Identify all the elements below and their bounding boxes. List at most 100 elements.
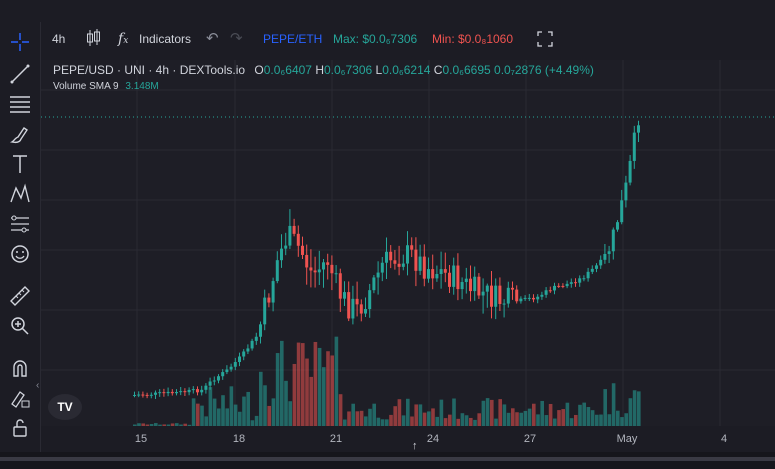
volume-label[interactable]: Volume SMA 9 bbox=[53, 81, 119, 92]
volume-bar bbox=[439, 399, 444, 426]
candle-body bbox=[574, 282, 577, 284]
candle-body bbox=[200, 389, 204, 393]
fullscreen-icon[interactable] bbox=[537, 28, 553, 50]
candle-body bbox=[246, 348, 250, 352]
fib-icon[interactable] bbox=[8, 92, 32, 116]
trendline-icon[interactable] bbox=[8, 62, 32, 86]
candle-body bbox=[586, 271, 590, 279]
volume-bar bbox=[175, 423, 179, 426]
ohlc-low-label: L bbox=[375, 63, 383, 77]
candle-body bbox=[317, 269, 321, 273]
crosshair-icon[interactable] bbox=[8, 30, 32, 54]
ohlc-close-value: 0.0₆6695 bbox=[442, 63, 491, 77]
indicators-button[interactable]: Indicators bbox=[139, 32, 192, 46]
brush-icon[interactable] bbox=[8, 122, 32, 146]
volume-bar bbox=[204, 416, 208, 426]
volume-bar bbox=[561, 409, 565, 426]
emoji-icon[interactable] bbox=[8, 242, 32, 266]
volume-bar bbox=[414, 404, 418, 426]
volume-bar bbox=[284, 380, 288, 426]
candle-body bbox=[401, 263, 405, 267]
ohlc-close-label: C bbox=[433, 63, 443, 77]
volume-bar bbox=[553, 418, 557, 426]
candle-body bbox=[254, 336, 258, 341]
volume-bar bbox=[372, 403, 376, 426]
candle-body bbox=[187, 389, 191, 393]
volume-bar bbox=[380, 419, 385, 426]
scroll-arrow-icon[interactable]: ↑ bbox=[412, 440, 418, 452]
magnet-icon[interactable] bbox=[8, 356, 32, 380]
candle-body bbox=[582, 278, 586, 280]
volume-bar bbox=[406, 398, 410, 426]
candle-body bbox=[372, 277, 376, 291]
volume-bar bbox=[527, 408, 532, 426]
unlock-icon[interactable] bbox=[8, 416, 32, 440]
symbol-label[interactable]: PEPE/USD · UNI · 4h · DEXTools.io bbox=[53, 63, 246, 77]
candle-body bbox=[225, 369, 229, 373]
redo-icon[interactable]: ↷ bbox=[230, 30, 243, 47]
candles-style-icon[interactable] bbox=[86, 28, 102, 50]
volume-bar bbox=[250, 420, 255, 426]
candle-body bbox=[364, 309, 367, 314]
volume-bar bbox=[418, 404, 423, 426]
volume-bar bbox=[544, 415, 549, 426]
volume-bar bbox=[376, 417, 381, 426]
time-axis-tick: 15 bbox=[135, 433, 147, 445]
ruler-icon[interactable] bbox=[8, 284, 32, 308]
volume-bar bbox=[422, 412, 427, 426]
candle-body bbox=[481, 291, 485, 296]
volume-bar bbox=[145, 424, 150, 426]
text-icon[interactable] bbox=[8, 152, 32, 176]
undo-icon[interactable]: ↶ bbox=[206, 30, 219, 47]
pair-button[interactable]: PEPE/ETH bbox=[263, 32, 323, 46]
top-toolbar: 4h fx Indicators ↶ ↷ PEPE/ETH Max: $0.0₆… bbox=[0, 0, 775, 60]
volume-bar bbox=[338, 394, 343, 426]
candle-body bbox=[611, 229, 615, 252]
chart-pane[interactable] bbox=[41, 60, 775, 426]
volume-bar bbox=[498, 399, 502, 426]
volume-bar bbox=[603, 389, 607, 426]
function-icon[interactable]: fx bbox=[118, 31, 129, 47]
volume-bar bbox=[557, 410, 561, 426]
volume-bar bbox=[519, 412, 523, 426]
forecast-icon[interactable] bbox=[8, 212, 32, 236]
volume-bar bbox=[456, 418, 460, 426]
volume-bar bbox=[133, 424, 137, 426]
candle-body bbox=[301, 245, 304, 255]
volume-bar bbox=[632, 390, 637, 426]
candle-body bbox=[343, 292, 346, 299]
candle-body bbox=[217, 376, 220, 381]
time-axis-tick: 27 bbox=[524, 433, 536, 445]
candle-body bbox=[284, 245, 288, 249]
time-axis[interactable]: 15 18 21 24 27 May 4 bbox=[41, 426, 775, 452]
volume-bar bbox=[427, 411, 431, 426]
volume-bar bbox=[322, 367, 326, 426]
interval-button[interactable]: 4h bbox=[52, 32, 66, 46]
volume-bar bbox=[149, 424, 154, 426]
candle-body bbox=[351, 298, 355, 319]
candle-body bbox=[511, 287, 514, 290]
volume-bar bbox=[628, 398, 633, 426]
candle-body bbox=[595, 265, 598, 269]
candle-body bbox=[330, 264, 334, 274]
lock-drawing-icon[interactable] bbox=[8, 386, 32, 410]
volume-bar bbox=[582, 402, 586, 426]
volume-bar bbox=[137, 423, 141, 426]
zoom-icon[interactable] bbox=[8, 314, 32, 338]
candle-body bbox=[620, 200, 624, 223]
price-chart[interactable] bbox=[41, 60, 775, 426]
ohlc-change-value: 0.0₇2876 (+4.49%) bbox=[494, 63, 594, 77]
volume-bar bbox=[246, 391, 250, 426]
volume-bar bbox=[515, 412, 519, 426]
horizontal-scrollbar[interactable] bbox=[0, 457, 775, 461]
volume-bar bbox=[154, 423, 158, 426]
pattern-icon[interactable] bbox=[8, 182, 32, 206]
volume-bar bbox=[351, 403, 355, 426]
candle-body bbox=[191, 389, 195, 391]
candle-body bbox=[242, 351, 246, 357]
candle-body bbox=[263, 297, 267, 325]
tradingview-logo[interactable]: TV bbox=[48, 394, 82, 420]
candle-body bbox=[229, 366, 233, 370]
volume-bar bbox=[385, 419, 389, 426]
collapse-toolbar-icon[interactable]: ‹ bbox=[36, 380, 40, 391]
